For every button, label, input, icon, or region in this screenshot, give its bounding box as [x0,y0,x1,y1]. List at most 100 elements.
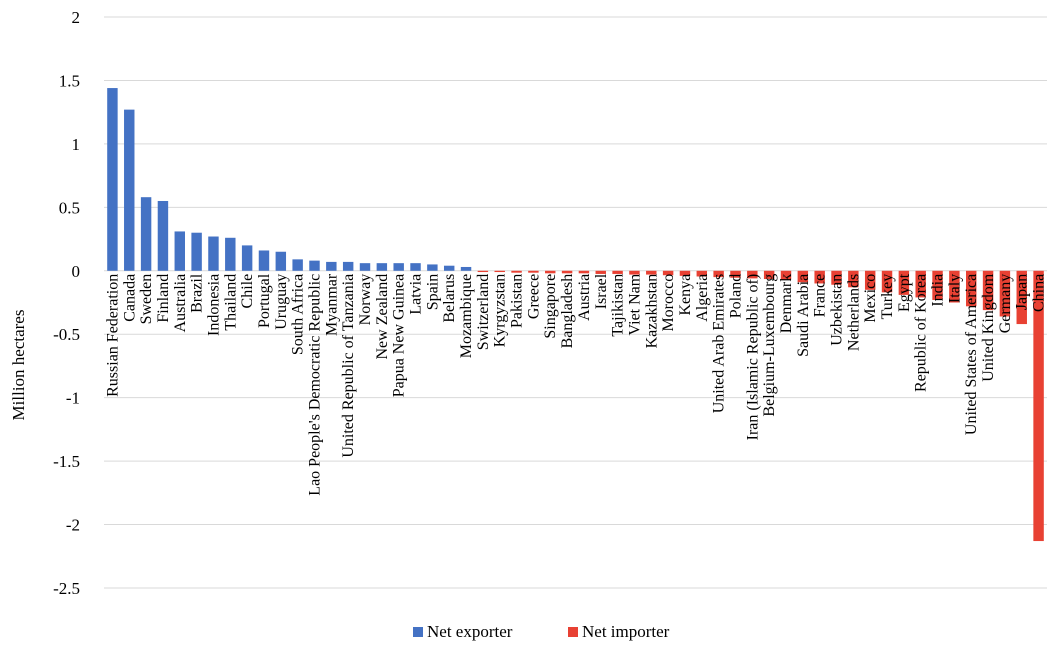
y-axis-ticks: 2 1.5 1 0.5 0 -0.5 -1 -1.5 -2 -2.5 [53,8,80,598]
bar [158,201,168,271]
category-label: Germany [997,274,1014,334]
category-label: Japan [1014,274,1031,310]
category-label: Spain [424,274,441,310]
legend: Net exporter Net importer [413,622,670,641]
category-label: Netherlands [845,274,862,351]
category-label: Brazil [189,273,206,313]
category-label: Lao People's Democratic Republic [306,274,323,496]
category-label: Denmark [778,274,795,334]
y-tick-label: 0.5 [59,198,80,217]
bar [562,271,572,274]
bar [276,252,286,271]
bar [545,271,555,274]
category-label: Indonesia [205,274,222,336]
bar [410,263,420,271]
category-label: Poland [727,274,744,318]
category-label: Mozambique [458,274,475,358]
bar [495,271,505,272]
bar [393,263,403,271]
bar [141,197,151,271]
bar [225,238,235,271]
bar [292,259,302,270]
category-label: China [1031,274,1048,312]
category-label: Iran (Islamic Republic of) [744,274,761,441]
y-tick-label: 0 [72,262,81,281]
bar [326,262,336,271]
category-label: France [812,274,829,318]
bar [596,271,606,274]
category-label: Italy [946,274,963,303]
legend-label-net-importer: Net importer [582,622,670,641]
legend-swatch-net-importer [568,627,578,637]
category-label: Chile [239,274,256,309]
category-label: South Africa [290,274,307,355]
category-label: Thailand [222,274,239,331]
category-label: United States of America [963,274,980,435]
category-label: Uzbekistan [829,274,846,346]
category-label: New Zealand [374,274,391,360]
bar [175,231,185,270]
category-label: Singapore [542,274,559,339]
bar [528,271,538,273]
bar [478,271,488,272]
bar [309,261,319,271]
category-label: Kyrgyzstan [492,274,509,347]
bar [191,233,201,271]
y-tick-label: 1.5 [59,71,80,90]
bar [343,262,353,271]
category-label: Latvia [408,274,425,315]
category-label: Belarus [441,274,458,323]
y-tick-label: 1 [72,135,81,154]
y-tick-label: -0.5 [53,325,80,344]
bar [511,271,521,273]
bar [377,263,387,271]
category-label: Algeria [694,274,711,322]
category-label: Finland [155,274,172,323]
category-label: Tajikistan [610,274,627,337]
bar [461,267,471,271]
category-label: Greece [525,274,542,319]
category-label: Egypt [896,273,913,312]
category-label: Kazakhstan [643,274,660,349]
category-label: United Kingdom [980,273,997,382]
y-tick-label: -2 [66,516,80,535]
y-axis-label: Million hectares [9,310,28,421]
category-label: Mexico [862,274,879,323]
legend-label-net-exporter: Net exporter [427,622,513,641]
y-tick-label: -1 [66,389,80,408]
bar [444,266,454,271]
bar [242,245,252,270]
category-label: Myanmar [323,273,340,336]
category-label: United Arab Emirates [711,274,728,414]
category-label: India [930,274,947,307]
category-label: Canada [121,274,138,322]
bar [107,88,117,271]
category-label: Israel [593,273,610,309]
category-label: Turkey [879,274,896,320]
category-label: Sweden [138,274,155,325]
category-label: United Republic of Tanzania [340,274,357,458]
y-tick-label: -1.5 [53,452,80,471]
category-label: Austria [576,274,593,321]
bar [259,250,269,270]
category-label: Republic of Korea [913,274,930,392]
category-label: Papua New Guinea [391,274,408,398]
bar [208,237,218,271]
category-label: Kenya [677,274,694,316]
category-label: Russian Federation [104,274,121,397]
bar [427,264,437,270]
category-label: Morocco [660,274,677,332]
category-label: Norway [357,274,374,326]
category-label: Viet Nam [626,273,643,335]
bar [124,110,134,271]
bar [360,263,370,271]
category-label: Belgium-Luxembourg [761,274,778,417]
category-label: Uruguay [273,274,290,330]
category-label: Saudi Arabia [795,274,812,357]
category-label: Bangladesh [559,274,576,349]
category-label: Australia [172,274,189,333]
category-label: Pakistan [509,274,526,328]
bar [579,271,589,274]
y-tick-label: -2.5 [53,579,80,598]
